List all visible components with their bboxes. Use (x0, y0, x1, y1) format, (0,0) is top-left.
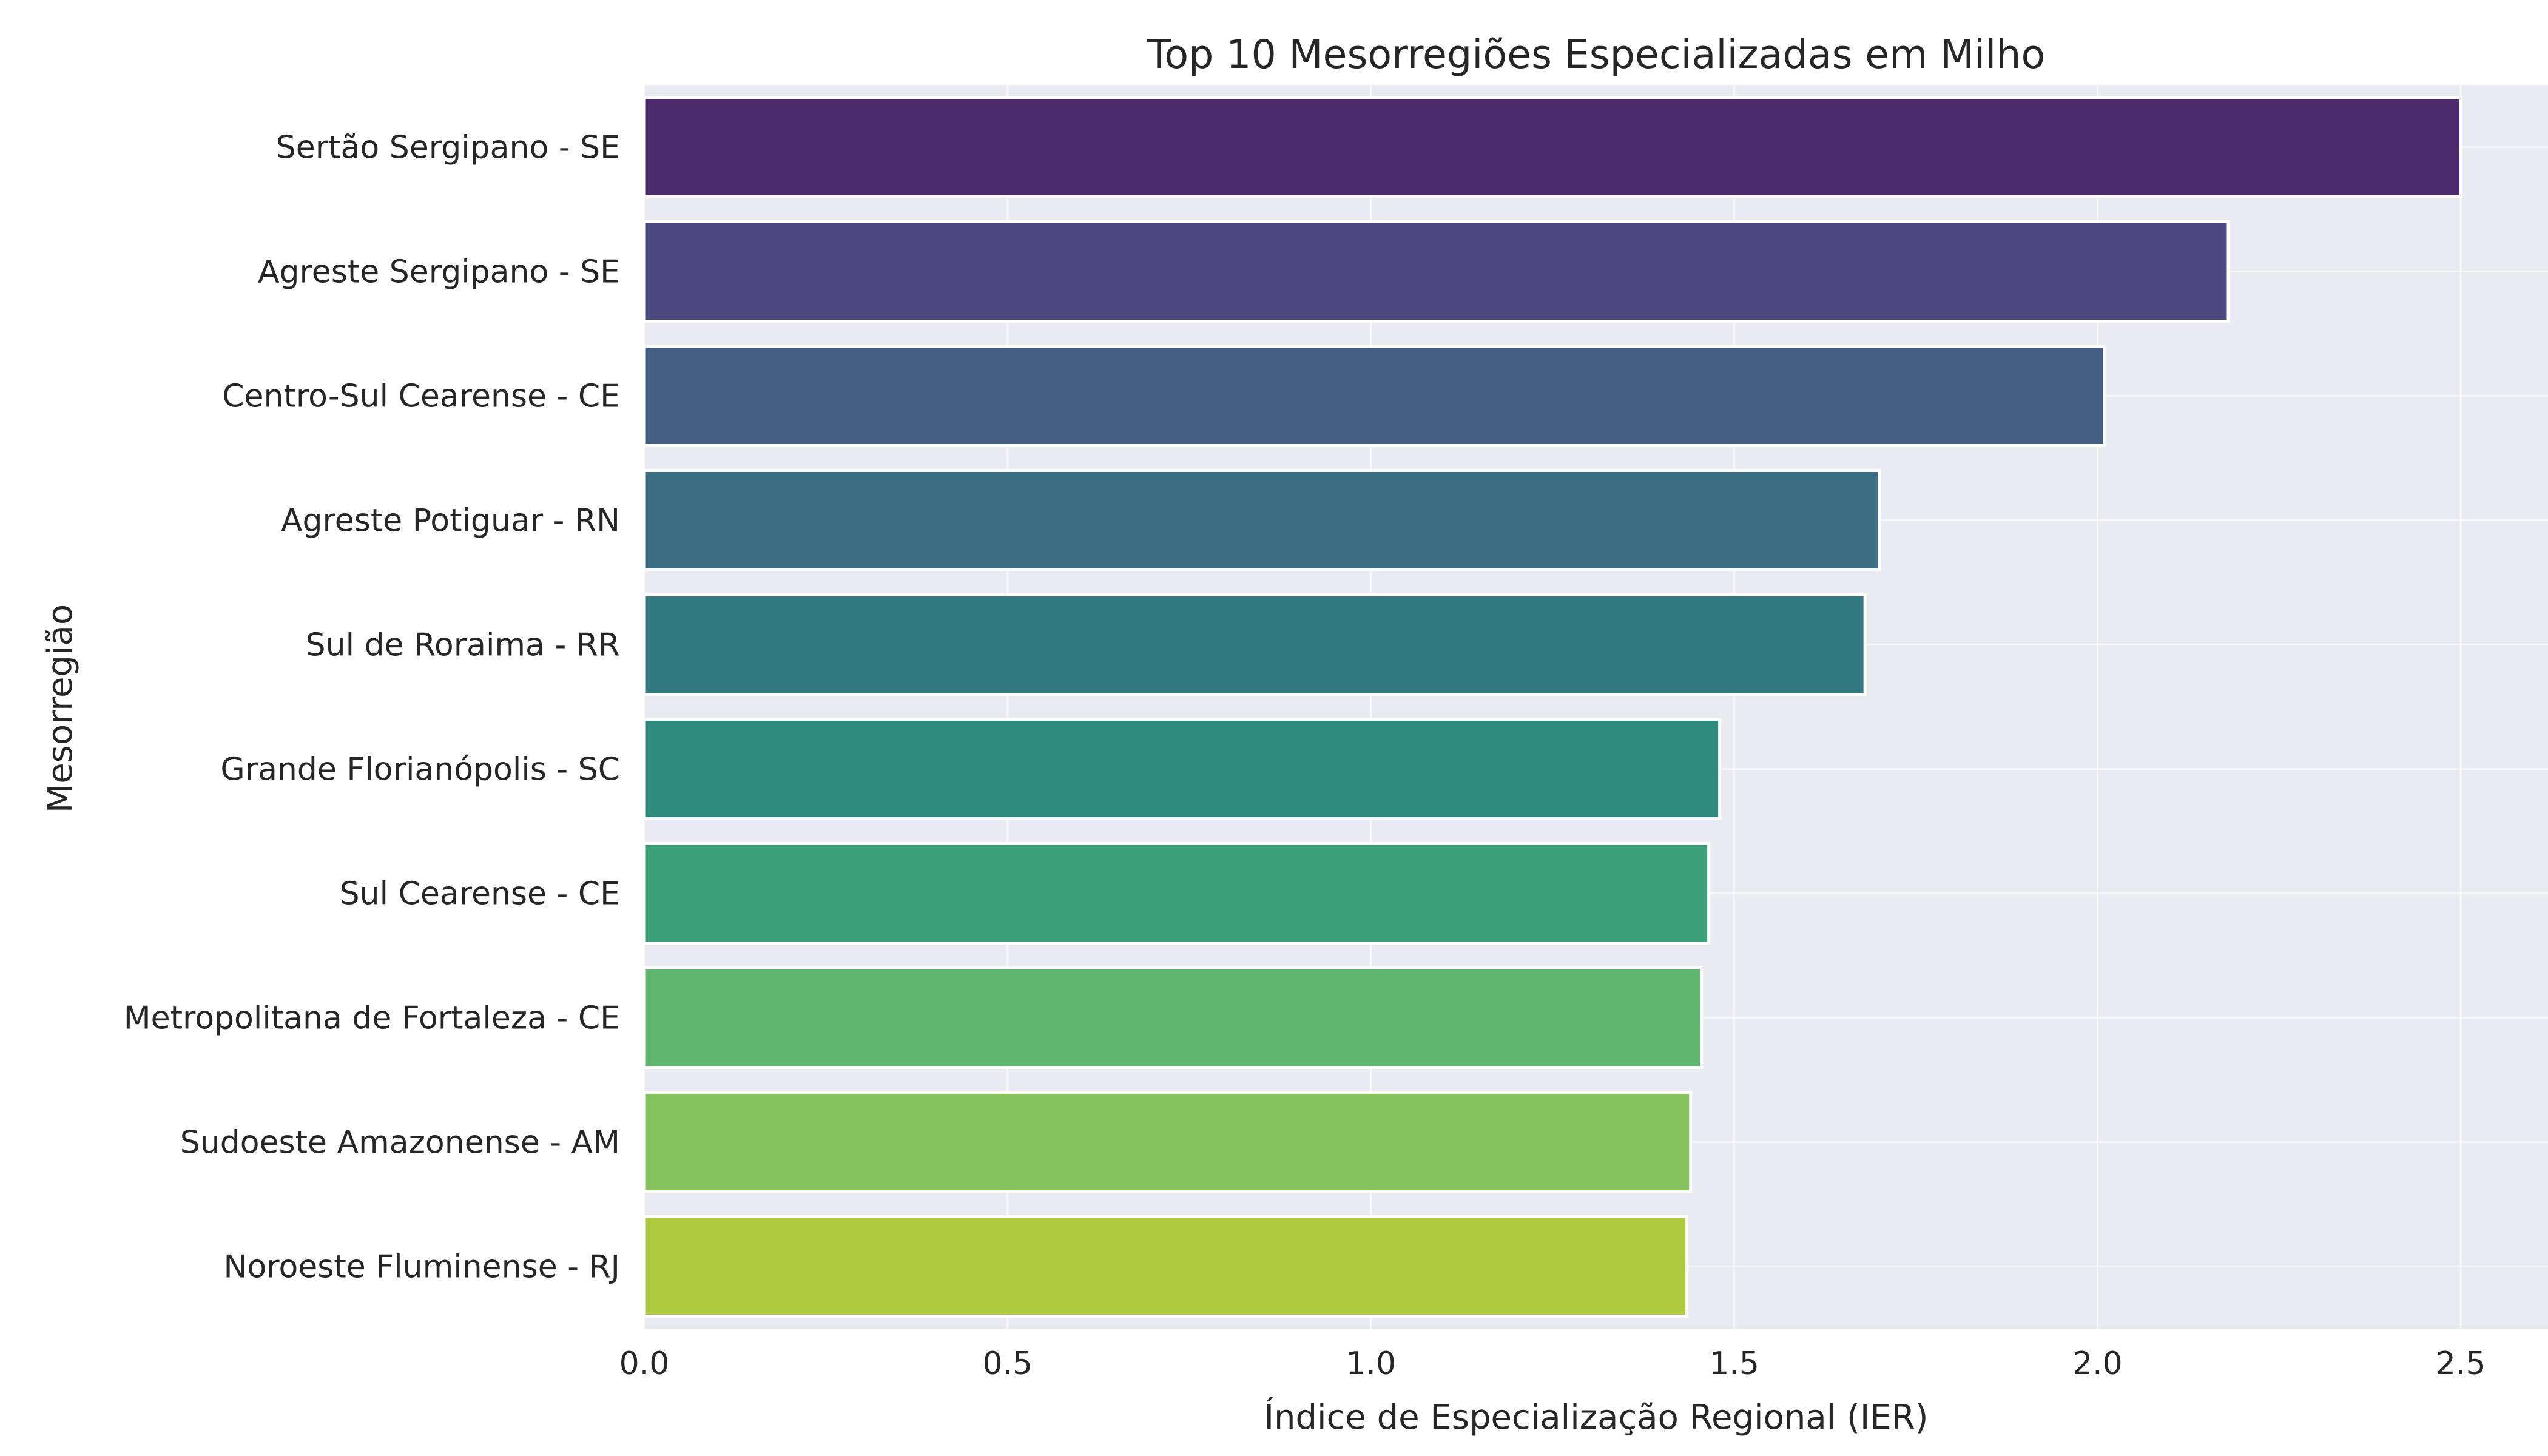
x-tick-label: 2.0 (2072, 1346, 2123, 1382)
y-axis-label: Mesorregião (41, 604, 80, 813)
chart-title: Top 10 Mesorregiões Especializadas em Mi… (1147, 32, 2046, 78)
y-tick-label: Sul de Roraima - RR (306, 627, 620, 664)
bar (642, 96, 2462, 198)
bar (642, 1091, 1693, 1193)
bars (642, 96, 2462, 1318)
x-tick-label: 1.5 (1709, 1346, 1759, 1382)
x-tick-label: 0.5 (983, 1346, 1033, 1382)
bar (642, 718, 1722, 820)
x-tick-label: 1.0 (1346, 1346, 1396, 1382)
y-tick-label: Noroeste Fluminense - RJ (224, 1249, 620, 1286)
bar (642, 469, 1881, 571)
y-tick-label: Sul Cearense - CE (340, 876, 620, 912)
y-ticks: Sertão Sergipano - SE Agreste Sergipano -… (124, 130, 620, 1286)
x-ticks: 0.0 0.5 1.0 1.5 2.0 2.5 (619, 1346, 2486, 1382)
bar (642, 1215, 1689, 1318)
bar (642, 593, 1867, 696)
bar (642, 966, 1704, 1069)
y-tick-label: Sudoeste Amazonense - AM (180, 1125, 620, 1161)
y-tick-label: Agreste Sergipano - SE (258, 254, 620, 291)
y-tick-label: Agreste Potiguar - RN (281, 503, 620, 539)
y-tick-label: Metropolitana de Fortaleza - CE (124, 1000, 620, 1037)
x-tick-label: 0.0 (619, 1346, 670, 1382)
y-tick-label: Grande Florianópolis - SC (220, 752, 620, 788)
bar (642, 842, 1711, 945)
x-tick-label: 2.5 (2436, 1346, 2486, 1382)
x-axis-label: Índice de Especialização Regional (IER) (1264, 1397, 1928, 1437)
bar (642, 220, 2230, 323)
y-tick-label: Centro-Sul Cearense - CE (222, 379, 620, 415)
bar (642, 345, 2106, 447)
y-tick-label: Sertão Sergipano - SE (276, 130, 620, 166)
